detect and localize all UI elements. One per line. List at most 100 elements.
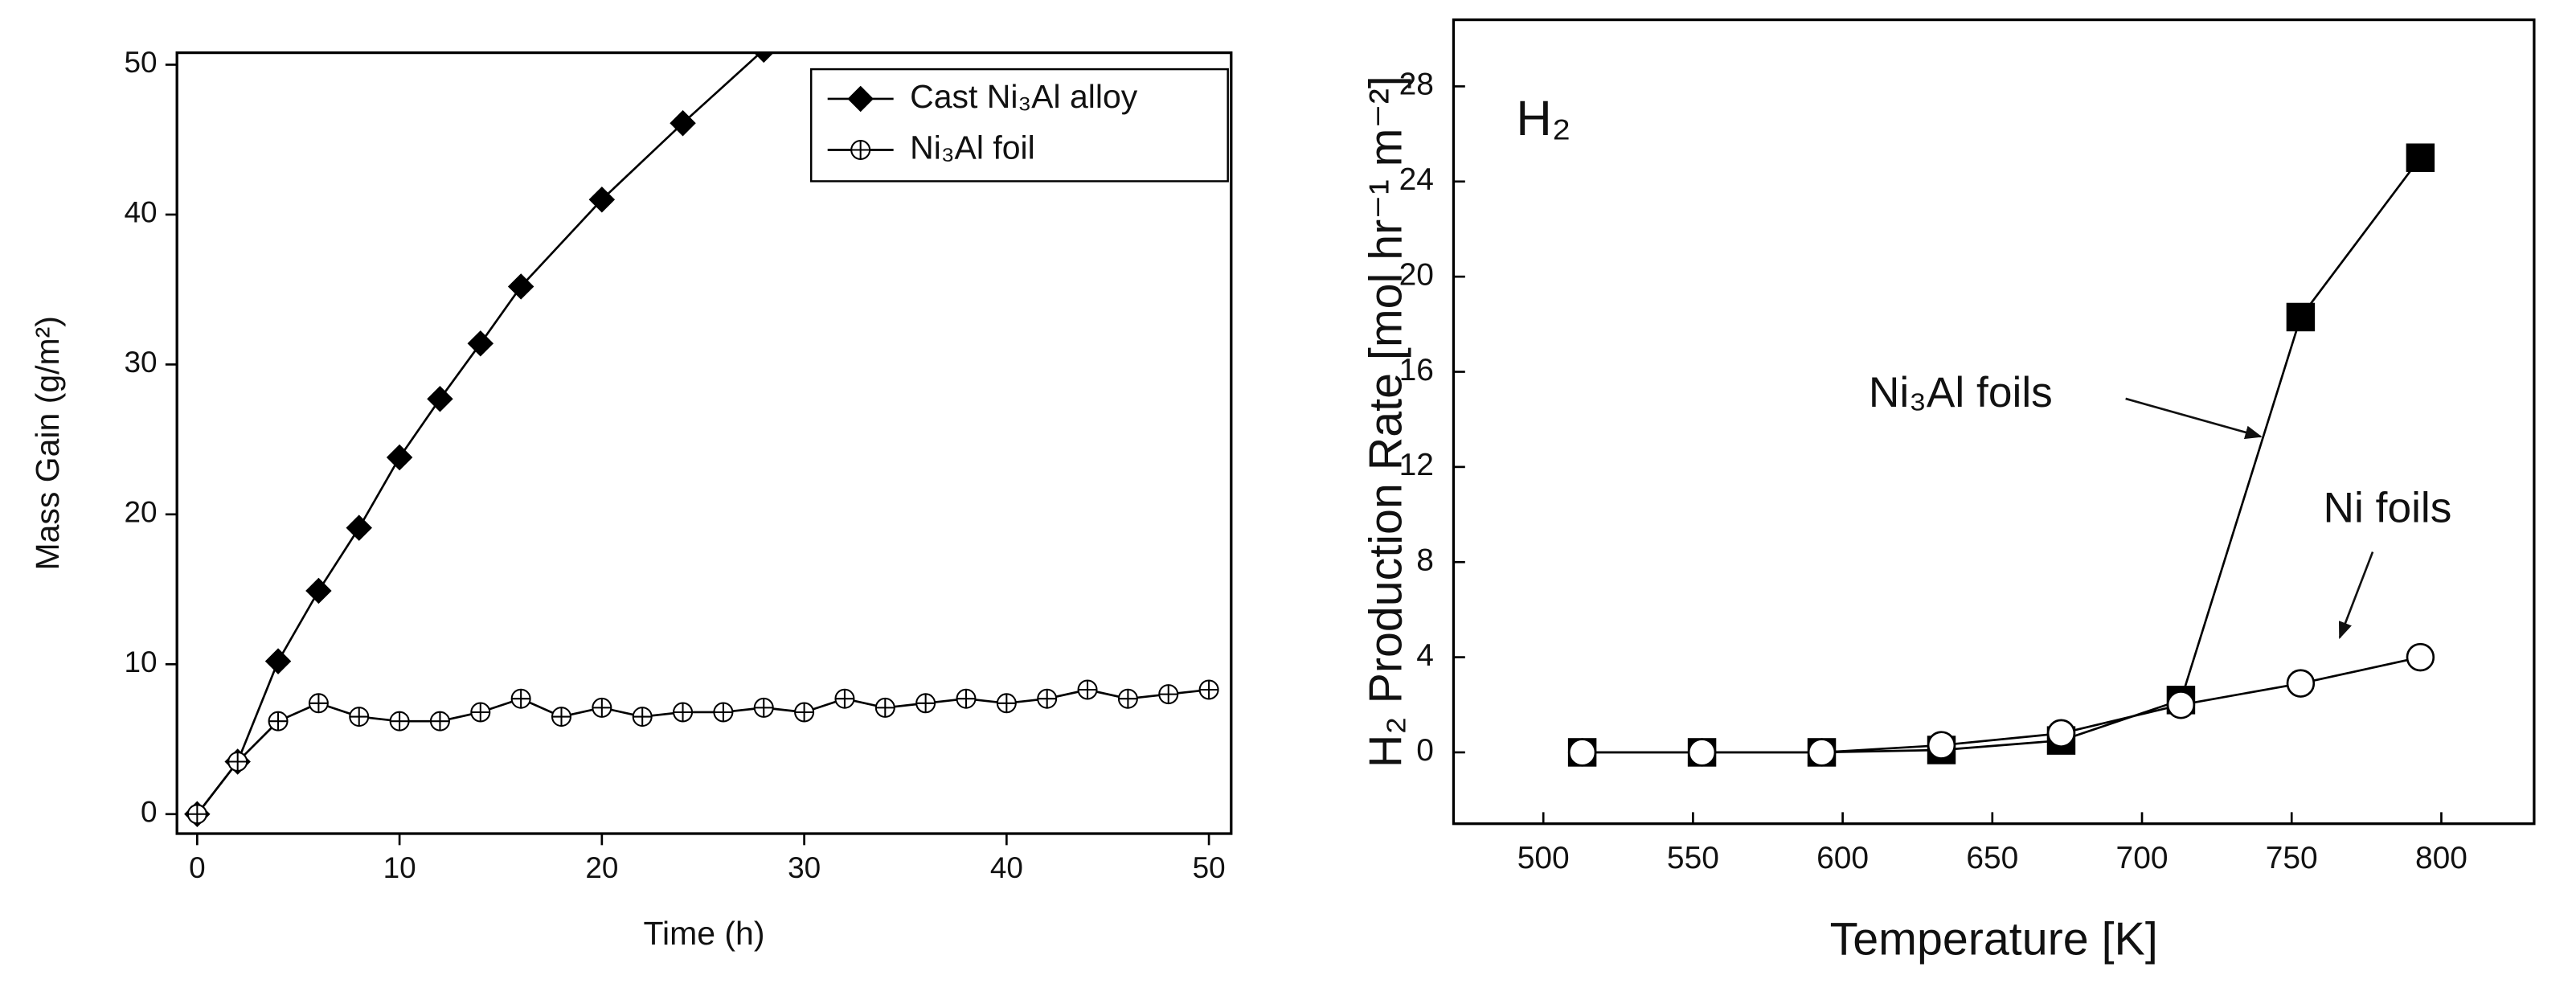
y-tick-label: 20	[1399, 257, 1434, 292]
marker	[753, 52, 774, 64]
marker	[346, 514, 372, 541]
annotation-arrow	[2125, 397, 2263, 440]
marker	[1077, 679, 1098, 700]
marker	[1807, 738, 1837, 767]
legend-label: Ni₃Al foil	[910, 129, 1035, 166]
x-axis-label: Temperature [K]	[1830, 913, 2158, 965]
marker	[305, 577, 332, 605]
y-tick-label: 28	[1399, 68, 1434, 102]
marker	[753, 697, 774, 718]
series-line	[196, 688, 1210, 815]
series-line	[1582, 157, 2422, 754]
marker	[2286, 302, 2316, 332]
marker	[915, 693, 936, 714]
marker	[510, 688, 531, 709]
marker	[956, 688, 977, 709]
y-tick-label: 20	[125, 496, 158, 529]
legend-marker	[850, 140, 871, 160]
marker	[268, 711, 289, 732]
chart: 500 550 600 650 700 750 800 0 4 8 12 16 20 24 28 Temper…	[1361, 18, 2536, 965]
y-axis-label: Mass Gain (g/m²)	[29, 316, 66, 570]
marker	[1158, 684, 1179, 705]
marker	[834, 688, 855, 709]
x-axis-label: Time (h)	[643, 915, 764, 952]
marker	[507, 273, 534, 300]
marker	[794, 702, 815, 723]
y-tick-label: 30	[125, 346, 158, 379]
x-tick-label: 650	[1966, 841, 2018, 875]
marker	[389, 711, 410, 732]
marker	[1198, 679, 1219, 700]
plot-frame	[175, 51, 1233, 835]
marker	[2406, 143, 2435, 172]
chart: 0 10 20 30 40 50 0 10 20 30 40 50 Time (h) Mass Gain …	[29, 46, 1233, 952]
marker	[2286, 669, 2316, 698]
marker	[551, 707, 571, 727]
y-tick-label: 50	[125, 46, 158, 79]
x-tick-label: 550	[1667, 841, 1719, 875]
y-tick-label: 16	[1399, 353, 1434, 387]
x-tick-label: 30	[788, 851, 821, 884]
y-tick-label: 10	[125, 645, 158, 678]
y-tick-label: 0	[1416, 733, 1434, 768]
marker	[308, 693, 329, 714]
annotation: Ni foils	[2324, 484, 2452, 531]
marker	[264, 648, 292, 674]
marker	[427, 386, 453, 412]
marker	[1567, 738, 1597, 767]
x-tick-label: 0	[189, 851, 206, 884]
marker	[874, 697, 895, 718]
marker	[847, 85, 874, 113]
marker	[996, 693, 1017, 714]
marker	[632, 707, 653, 727]
series-line	[196, 52, 763, 815]
marker	[2406, 642, 2435, 672]
marker	[429, 711, 450, 732]
legend-label: Cast Ni₃Al alloy	[910, 78, 1138, 115]
x-tick-label: 600	[1816, 841, 1869, 875]
x-tick-label: 750	[2266, 841, 2318, 875]
y-axis-label: H₂ Production Rate [mol hr⁻¹ m⁻²]	[1361, 76, 1412, 768]
y-tick-label: 0	[141, 796, 158, 829]
marker	[673, 702, 694, 723]
x-tick-label: 40	[990, 851, 1023, 884]
marker	[467, 330, 494, 357]
marker	[1927, 731, 1956, 760]
marker	[386, 444, 413, 471]
marker	[588, 186, 616, 213]
x-tick-label: 800	[2415, 841, 2467, 875]
plot-frame	[1452, 18, 2536, 826]
plot	[184, 52, 1219, 827]
y-tick-label: 24	[1399, 162, 1434, 197]
series-line	[1582, 656, 2421, 754]
marker	[470, 702, 491, 723]
marker	[2166, 691, 2196, 719]
y-tick-label: 4	[1416, 638, 1434, 673]
x-tick-label: 10	[383, 851, 416, 884]
x-tick-label: 700	[2116, 841, 2169, 875]
x-tick-label: 20	[585, 851, 618, 884]
marker	[186, 804, 207, 825]
y-tick-label: 40	[125, 196, 158, 229]
marker	[670, 109, 696, 137]
marker	[349, 707, 370, 727]
x-tick-label: 50	[1193, 851, 1226, 884]
marker	[1687, 738, 1717, 767]
marker	[227, 752, 248, 772]
y-tick-label: 12	[1399, 448, 1434, 482]
marker	[1117, 688, 1138, 709]
marker	[1037, 688, 1058, 709]
marker	[713, 702, 734, 723]
marker	[850, 140, 871, 160]
annotation-arrow	[2338, 551, 2374, 640]
legend-box	[809, 68, 1229, 182]
annotation: Ni₃Al foils	[1869, 369, 2053, 416]
marker	[2046, 719, 2076, 748]
legend-marker	[847, 85, 874, 113]
plot	[1567, 143, 2435, 767]
x-tick-label: 500	[1517, 841, 1570, 875]
chart-title: H₂	[1516, 91, 1571, 146]
marker	[592, 697, 612, 718]
